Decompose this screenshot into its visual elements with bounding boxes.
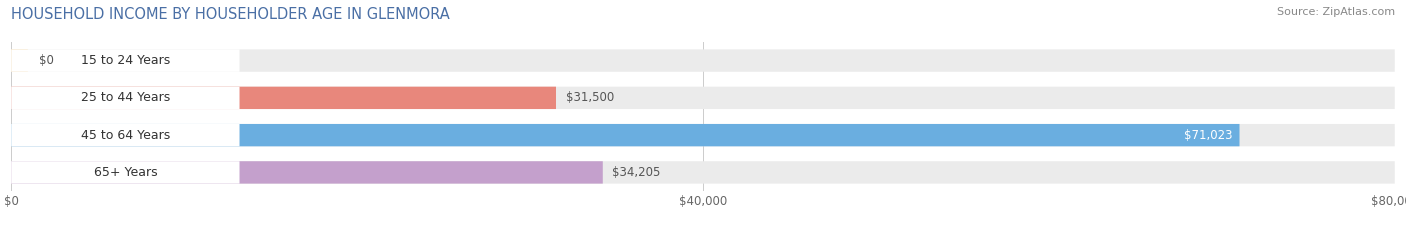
FancyBboxPatch shape (11, 87, 555, 109)
Text: $34,205: $34,205 (613, 166, 661, 179)
FancyBboxPatch shape (11, 124, 1395, 146)
FancyBboxPatch shape (11, 49, 1395, 72)
FancyBboxPatch shape (11, 161, 603, 184)
Text: 65+ Years: 65+ Years (94, 166, 157, 179)
FancyBboxPatch shape (11, 87, 239, 109)
FancyBboxPatch shape (11, 161, 1395, 184)
Text: 15 to 24 Years: 15 to 24 Years (80, 54, 170, 67)
Text: HOUSEHOLD INCOME BY HOUSEHOLDER AGE IN GLENMORA: HOUSEHOLD INCOME BY HOUSEHOLDER AGE IN G… (11, 7, 450, 22)
Text: $31,500: $31,500 (565, 91, 614, 104)
FancyBboxPatch shape (11, 124, 239, 146)
FancyBboxPatch shape (11, 161, 239, 184)
FancyBboxPatch shape (11, 49, 28, 72)
Text: Source: ZipAtlas.com: Source: ZipAtlas.com (1277, 7, 1395, 17)
FancyBboxPatch shape (11, 124, 1240, 146)
Text: 45 to 64 Years: 45 to 64 Years (80, 129, 170, 142)
Text: $0: $0 (39, 54, 53, 67)
Text: $71,023: $71,023 (1184, 129, 1233, 142)
FancyBboxPatch shape (11, 87, 1395, 109)
FancyBboxPatch shape (11, 49, 239, 72)
Text: 25 to 44 Years: 25 to 44 Years (80, 91, 170, 104)
